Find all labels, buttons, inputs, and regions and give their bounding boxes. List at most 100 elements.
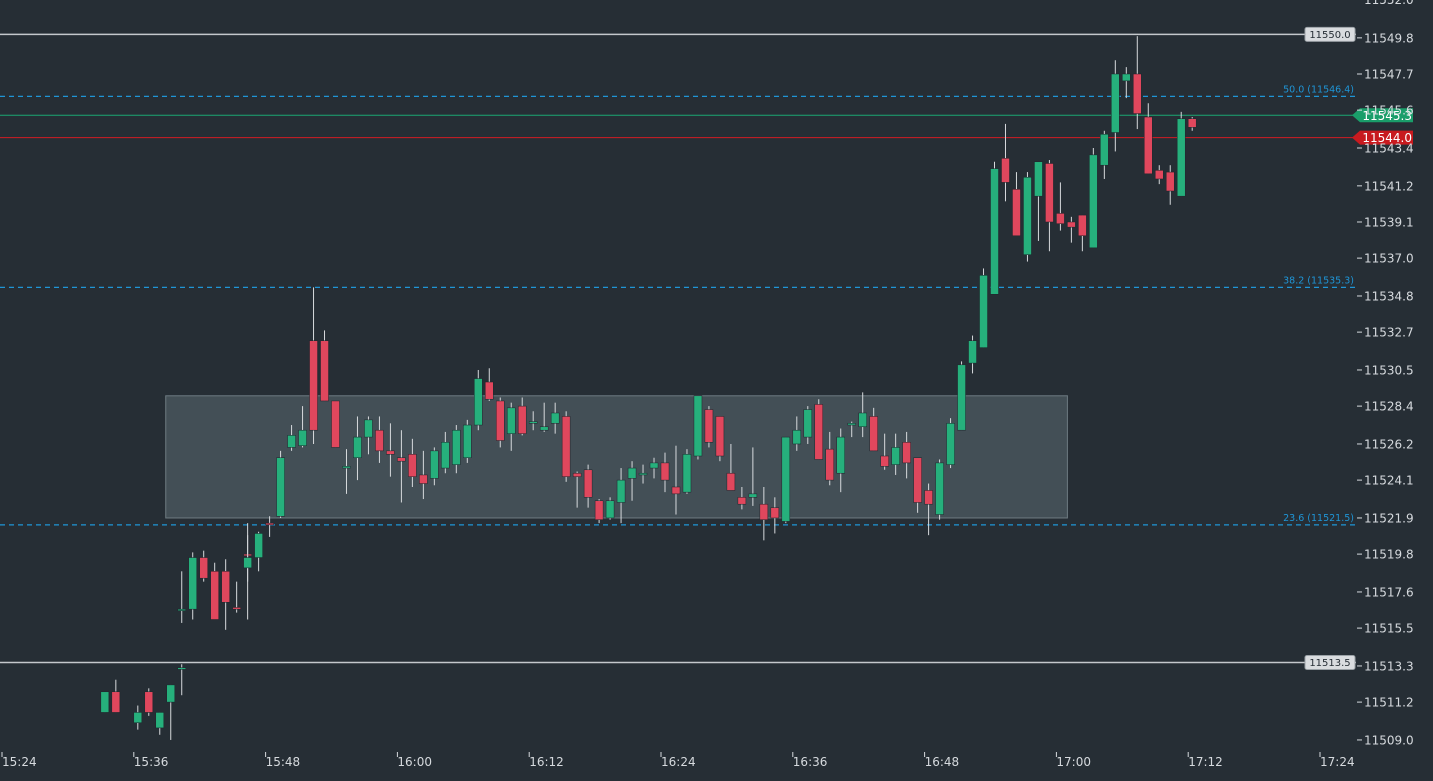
candle-body-down — [902, 442, 911, 464]
candle — [133, 705, 143, 730]
candle-body-down — [913, 457, 922, 503]
candle — [221, 559, 230, 630]
candle-body-up — [957, 364, 966, 431]
candle-body-up — [1023, 176, 1032, 255]
candle — [1133, 36, 1142, 130]
candle-body-up — [935, 462, 944, 515]
candle-body-up — [188, 557, 197, 610]
candle — [1165, 165, 1175, 205]
candle-body-up — [847, 423, 856, 426]
candle-body-down — [869, 416, 878, 452]
horizontal-level-label: 11550.0 — [1309, 30, 1350, 41]
candle — [572, 471, 582, 508]
x-tick-label: 16:48 — [925, 755, 960, 769]
candle-body-down — [408, 454, 417, 477]
candle-body-down — [671, 486, 681, 495]
candle — [353, 416, 362, 481]
candle — [1023, 172, 1032, 262]
candle — [803, 406, 813, 444]
candle-body-down — [924, 490, 933, 505]
candle-body-up — [616, 479, 626, 503]
candle-body-down — [1165, 171, 1175, 192]
price-axis[interactable]: 11549.8 11547.7 11545.6 11543.4 11541.2 11539… — [1357, 0, 1414, 752]
x-tick-label: 17:24 — [1320, 755, 1355, 769]
candle — [276, 450, 285, 518]
candle — [649, 457, 659, 479]
candle-body-up — [1176, 118, 1186, 197]
candle — [298, 406, 307, 448]
candle — [869, 407, 878, 452]
candle-body-down — [144, 691, 154, 713]
candle-body-up — [287, 435, 296, 448]
candle-body-up — [781, 436, 791, 522]
candle-body-down — [561, 416, 571, 477]
y-tick-label: 11521.9 — [1364, 511, 1414, 525]
candle-body-down — [199, 557, 208, 579]
candle — [660, 452, 670, 493]
candle-body-down — [1067, 221, 1076, 228]
candle-body-up — [803, 409, 813, 438]
candle — [320, 330, 329, 402]
candle-body-up — [452, 429, 461, 465]
candle — [342, 449, 351, 494]
candle-body-up — [276, 457, 285, 517]
candle-body-down — [1012, 189, 1021, 237]
candle — [836, 428, 845, 493]
horizontal-level-label: 11513.5 — [1309, 658, 1350, 669]
candle-body-up — [1122, 73, 1131, 82]
candle-body-down — [320, 340, 329, 402]
candle — [957, 361, 966, 431]
candle-body-up — [968, 340, 977, 364]
candle — [605, 497, 615, 520]
candle — [517, 397, 527, 436]
candle-body-down — [825, 448, 834, 481]
candle-body-down — [496, 400, 505, 441]
candle-body-up — [430, 450, 439, 479]
candle — [177, 571, 186, 623]
candle — [1122, 67, 1131, 99]
candle — [847, 421, 856, 438]
y-tick-label: 11517.6 — [1364, 585, 1414, 599]
candle — [243, 535, 252, 582]
candle — [979, 268, 988, 348]
time-axis[interactable]: 15:24 15:36 15:48 16:00 16:12 16:24 16:36 16:48… — [1, 752, 1355, 769]
y-tick-label: 11537.0 — [1364, 252, 1414, 266]
x-tick-label: 15:48 — [266, 755, 301, 769]
candle-body-down — [397, 457, 406, 462]
y-tick-label: 11515.5 — [1364, 622, 1414, 636]
candle-body-down — [265, 522, 274, 526]
candle — [100, 691, 110, 713]
candle-body-down — [111, 691, 121, 713]
x-tick-label: 16:24 — [661, 755, 696, 769]
fib-level-label: 38.2 (11535.3) — [1283, 275, 1354, 286]
candle-body-up — [693, 395, 703, 457]
candle — [814, 399, 824, 460]
candle — [364, 416, 373, 455]
candle-body-up — [166, 684, 175, 703]
candle — [309, 287, 318, 444]
y-tick-label: 11549.8 — [1364, 31, 1414, 45]
x-tick-label: 17:12 — [1188, 755, 1223, 769]
candle-body-up — [627, 467, 637, 479]
candle — [177, 664, 186, 696]
candle — [287, 425, 296, 451]
candle-body-up — [353, 436, 362, 458]
candle-body-up — [539, 426, 549, 431]
candle — [506, 402, 516, 451]
candle-body-down — [1144, 116, 1153, 175]
y-tick-label: 11528.4 — [1364, 400, 1414, 414]
price-marker-label: 11544.0 — [1362, 131, 1412, 145]
y-tick-label: 11541.2 — [1364, 179, 1414, 193]
candle-body-up — [682, 454, 692, 493]
candle-body-down — [419, 474, 428, 484]
candle-body-down — [221, 571, 230, 603]
candle-body-up — [748, 493, 758, 498]
x-tick-label: 15:36 — [134, 755, 169, 769]
candle — [496, 397, 505, 448]
y-tick-label: 11534.8 — [1364, 289, 1414, 303]
candle-body-down — [517, 405, 527, 434]
candle — [1187, 117, 1197, 131]
y-tick-label: 11547.7 — [1364, 67, 1414, 81]
candle-body-up — [638, 472, 648, 476]
